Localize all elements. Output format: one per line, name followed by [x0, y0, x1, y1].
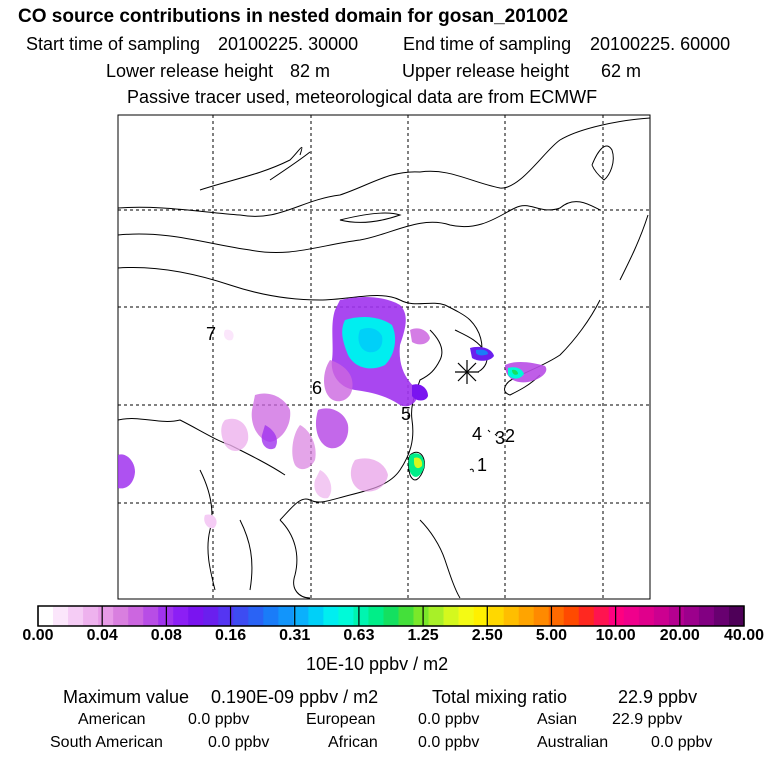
colorbar-cell	[308, 606, 324, 626]
colorbar-cell	[608, 606, 625, 626]
region-label-3: 3	[495, 428, 505, 448]
region-name-australian: Australian	[537, 734, 609, 751]
colorbar-tick-label: 10.00	[595, 627, 636, 644]
colorbar-cell	[728, 606, 745, 626]
region-label-2: 2	[505, 426, 515, 446]
colorbar-cell	[383, 606, 399, 626]
colorbar-cell	[518, 606, 534, 626]
max-value-label: Maximum value	[63, 687, 190, 707]
upper-release-height-value: 62 m	[601, 61, 642, 81]
colorbar-cell	[563, 606, 580, 626]
end-time-value: 20100225. 60000	[590, 34, 731, 54]
colorbar-cell	[488, 606, 504, 626]
region-label-6: 6	[312, 378, 322, 398]
region-value-european: 0.0 ppbv	[418, 711, 480, 728]
colorbar-cell	[38, 606, 54, 626]
colorbar-tick-label: 0.31	[279, 627, 311, 644]
region-name-american: American	[78, 711, 146, 728]
colorbar-cell	[713, 606, 730, 626]
region-name-african: African	[328, 734, 378, 751]
colorbar-cell	[263, 606, 279, 626]
colorbar-cell	[398, 606, 414, 626]
coastlines	[118, 117, 650, 599]
colorbar-cell	[683, 606, 700, 626]
colorbar-cell	[623, 606, 640, 626]
colorbar-cell	[338, 606, 354, 626]
colorbar-cell	[83, 606, 99, 626]
end-time-label: End time of sampling	[403, 34, 572, 54]
colorbar-tick-label: 1.25	[407, 627, 439, 644]
region-label-7: 7	[206, 324, 216, 344]
colorbar-tick-label: 5.00	[535, 627, 568, 644]
colorbar-tick-label: 0.63	[343, 627, 375, 644]
colorbar-cell	[68, 606, 84, 626]
source-contribution-field	[118, 297, 547, 529]
region-value-australian: 0.0 ppbv	[651, 734, 713, 751]
colorbar-cell	[578, 606, 595, 626]
colorbar-cell	[278, 606, 294, 626]
colorbar-cell	[173, 606, 189, 626]
start-time-label: Start time of sampling	[26, 34, 201, 54]
tracer-note: Passive tracer used, meteorological data…	[127, 87, 598, 107]
colorbar-tick-label: 20.00	[659, 627, 700, 644]
colorbar-cell	[638, 606, 655, 626]
colorbar-cell	[473, 606, 489, 626]
colorbar-tick-label: 40.00	[723, 627, 765, 644]
figure-title: CO source contributions in nested domain…	[18, 6, 569, 27]
colorbar-cell	[593, 606, 610, 626]
colorbar-tick-label: 0.04	[86, 627, 118, 644]
lower-release-height-label: Lower release height	[106, 61, 274, 81]
colorbar-tick-label: 0.00	[22, 627, 54, 644]
colorbar-cell	[323, 606, 339, 626]
region-value-african: 0.0 ppbv	[418, 734, 480, 751]
colorbar-cell	[218, 606, 234, 626]
colorbar-tick-label: 0.16	[214, 627, 247, 644]
colorbar-cell	[533, 606, 550, 626]
total-mixing-ratio-label: Total mixing ratio	[432, 687, 568, 707]
region-label-5: 5	[401, 404, 411, 424]
region-value-american: 0.0 ppbv	[188, 711, 250, 728]
region-label-4: 4	[472, 424, 482, 444]
colorbar-tick-label: 2.50	[471, 627, 503, 644]
colorbar-cell	[293, 606, 309, 626]
region-name-asian: Asian	[537, 711, 578, 728]
colorbar-cell	[413, 606, 429, 626]
colorbar-cell	[233, 606, 249, 626]
colorbar-cell	[128, 606, 144, 626]
colorbar-cell	[668, 606, 685, 626]
colorbar-cell	[503, 606, 519, 626]
colorbar-cell	[113, 606, 129, 626]
region-value-asian: 22.9 ppbv	[612, 711, 683, 728]
region-name-south-american: South American	[50, 734, 163, 751]
lower-release-height-value: 82 m	[290, 61, 331, 81]
colorbar-frame	[37, 605, 745, 627]
colorbar-unit: 10E-10 ppbv / m2	[306, 654, 449, 674]
colorbar-cell	[53, 606, 69, 626]
colorbar-cell	[548, 606, 565, 626]
colorbar-cell	[428, 606, 444, 626]
colorbar-cell	[188, 606, 204, 626]
colorbar-tick-label: 0.08	[150, 627, 182, 644]
upper-release-height-label: Upper release height	[402, 61, 570, 81]
region-label-1: 1	[477, 455, 487, 475]
max-value: 0.190E-09 ppbv / m2	[211, 687, 379, 707]
colorbar-cell	[653, 606, 670, 626]
colorbar-cell	[368, 606, 384, 626]
colorbar-cell	[458, 606, 474, 626]
total-mixing-ratio-value: 22.9 ppbv	[618, 687, 698, 707]
colorbar-cell	[353, 606, 369, 626]
colorbar-cell	[248, 606, 264, 626]
colorbar-cell	[143, 606, 159, 626]
region-name-european: European	[306, 711, 376, 728]
receptor-asterisk-icon	[455, 360, 479, 384]
colorbar-cell	[443, 606, 459, 626]
colorbar-cell	[203, 606, 219, 626]
region-value-south-american: 0.0 ppbv	[208, 734, 270, 751]
colorbar-cell	[98, 606, 114, 626]
colorbar-cell	[698, 606, 715, 626]
start-time-value: 20100225. 30000	[218, 34, 359, 54]
